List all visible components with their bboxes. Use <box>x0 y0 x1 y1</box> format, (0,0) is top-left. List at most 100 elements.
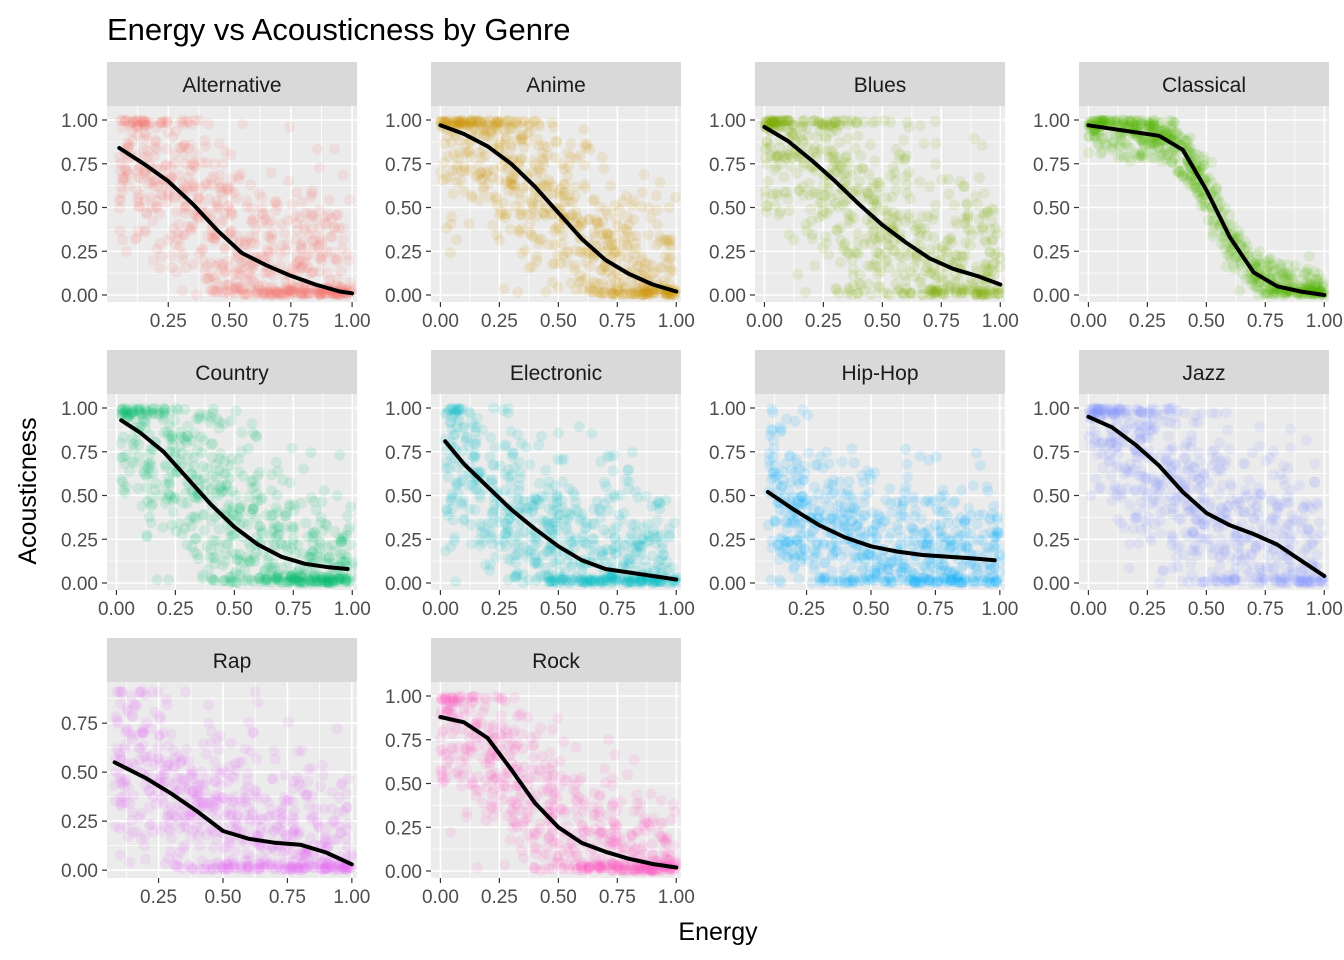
data-point <box>241 551 253 563</box>
data-point <box>598 163 610 175</box>
data-point <box>293 255 305 267</box>
x-tick-label: 0.25 <box>157 599 194 620</box>
points-anime <box>435 114 681 301</box>
data-point <box>185 139 197 151</box>
data-point <box>119 162 131 174</box>
data-point <box>967 480 979 492</box>
data-point <box>294 285 306 297</box>
data-point <box>588 533 600 545</box>
data-point <box>120 246 132 257</box>
y-tick-label: 0.25 <box>1033 242 1070 263</box>
data-point <box>344 277 356 289</box>
data-point <box>459 161 471 173</box>
data-point <box>202 272 214 284</box>
data-point <box>487 508 499 520</box>
data-point <box>216 486 227 498</box>
data-point <box>663 202 675 213</box>
data-point <box>604 180 616 192</box>
data-point <box>521 544 533 556</box>
data-point <box>614 251 626 262</box>
data-point <box>488 164 500 176</box>
data-point <box>276 288 288 300</box>
data-point <box>179 158 191 169</box>
data-point <box>561 556 573 568</box>
data-point <box>1143 117 1155 129</box>
data-point <box>930 158 942 170</box>
data-point <box>664 531 676 543</box>
data-point <box>307 266 318 278</box>
data-point <box>242 288 254 300</box>
data-point <box>599 287 611 299</box>
y-tick-label: 1.00 <box>61 111 98 132</box>
data-point <box>579 138 591 150</box>
data-point <box>901 563 912 575</box>
data-point <box>1133 152 1145 164</box>
data-point <box>639 258 651 270</box>
data-point <box>188 258 200 270</box>
facet-strip-alternative <box>107 62 357 106</box>
data-point <box>315 288 327 300</box>
data-point <box>246 418 258 430</box>
data-point <box>569 260 581 272</box>
data-point <box>512 118 524 130</box>
data-point <box>448 148 460 160</box>
data-point <box>159 404 171 416</box>
data-point <box>179 201 191 213</box>
data-point <box>650 190 662 201</box>
data-point <box>460 116 472 128</box>
data-point <box>485 432 497 444</box>
data-point <box>545 208 557 220</box>
data-point <box>304 207 316 219</box>
data-point <box>979 528 991 540</box>
data-point <box>811 548 823 560</box>
data-point <box>319 288 331 300</box>
data-point <box>542 520 554 532</box>
data-point <box>769 460 781 472</box>
data-point <box>602 504 614 516</box>
data-point <box>209 232 221 244</box>
x-tick-label: 0.25 <box>805 311 842 332</box>
data-point <box>894 148 906 160</box>
data-point <box>325 246 337 258</box>
data-point <box>211 277 222 289</box>
data-point <box>180 115 192 127</box>
data-point <box>307 242 319 254</box>
data-point <box>132 482 144 494</box>
data-point <box>1115 149 1127 161</box>
data-point <box>1193 190 1204 202</box>
data-point <box>784 205 795 217</box>
data-point <box>245 214 257 226</box>
data-point <box>938 490 950 501</box>
data-point <box>988 205 1000 217</box>
x-tick-label: 0.50 <box>1188 311 1225 332</box>
data-point <box>515 152 527 164</box>
data-point <box>1138 138 1149 150</box>
y-tick-label: 0.50 <box>61 487 98 508</box>
data-point <box>552 249 564 261</box>
data-point <box>146 202 158 214</box>
data-point <box>295 286 307 298</box>
data-point <box>258 280 270 292</box>
x-tick-label: 0.75 <box>599 311 636 332</box>
data-point <box>179 404 191 415</box>
data-point <box>463 218 475 230</box>
data-point <box>193 115 205 127</box>
data-point <box>302 262 314 274</box>
data-point <box>225 459 237 471</box>
data-point <box>599 261 611 273</box>
data-point <box>134 189 146 201</box>
data-point <box>793 185 805 197</box>
data-point <box>464 164 476 176</box>
data-point <box>138 143 150 155</box>
y-tick-label: 0.50 <box>709 199 746 220</box>
data-point <box>216 263 228 275</box>
data-point <box>946 540 958 552</box>
data-point <box>273 287 285 299</box>
data-point <box>586 428 598 440</box>
data-point <box>225 415 237 427</box>
data-point <box>304 228 316 240</box>
data-point <box>230 405 242 417</box>
data-point <box>488 460 500 472</box>
data-point <box>244 259 256 271</box>
